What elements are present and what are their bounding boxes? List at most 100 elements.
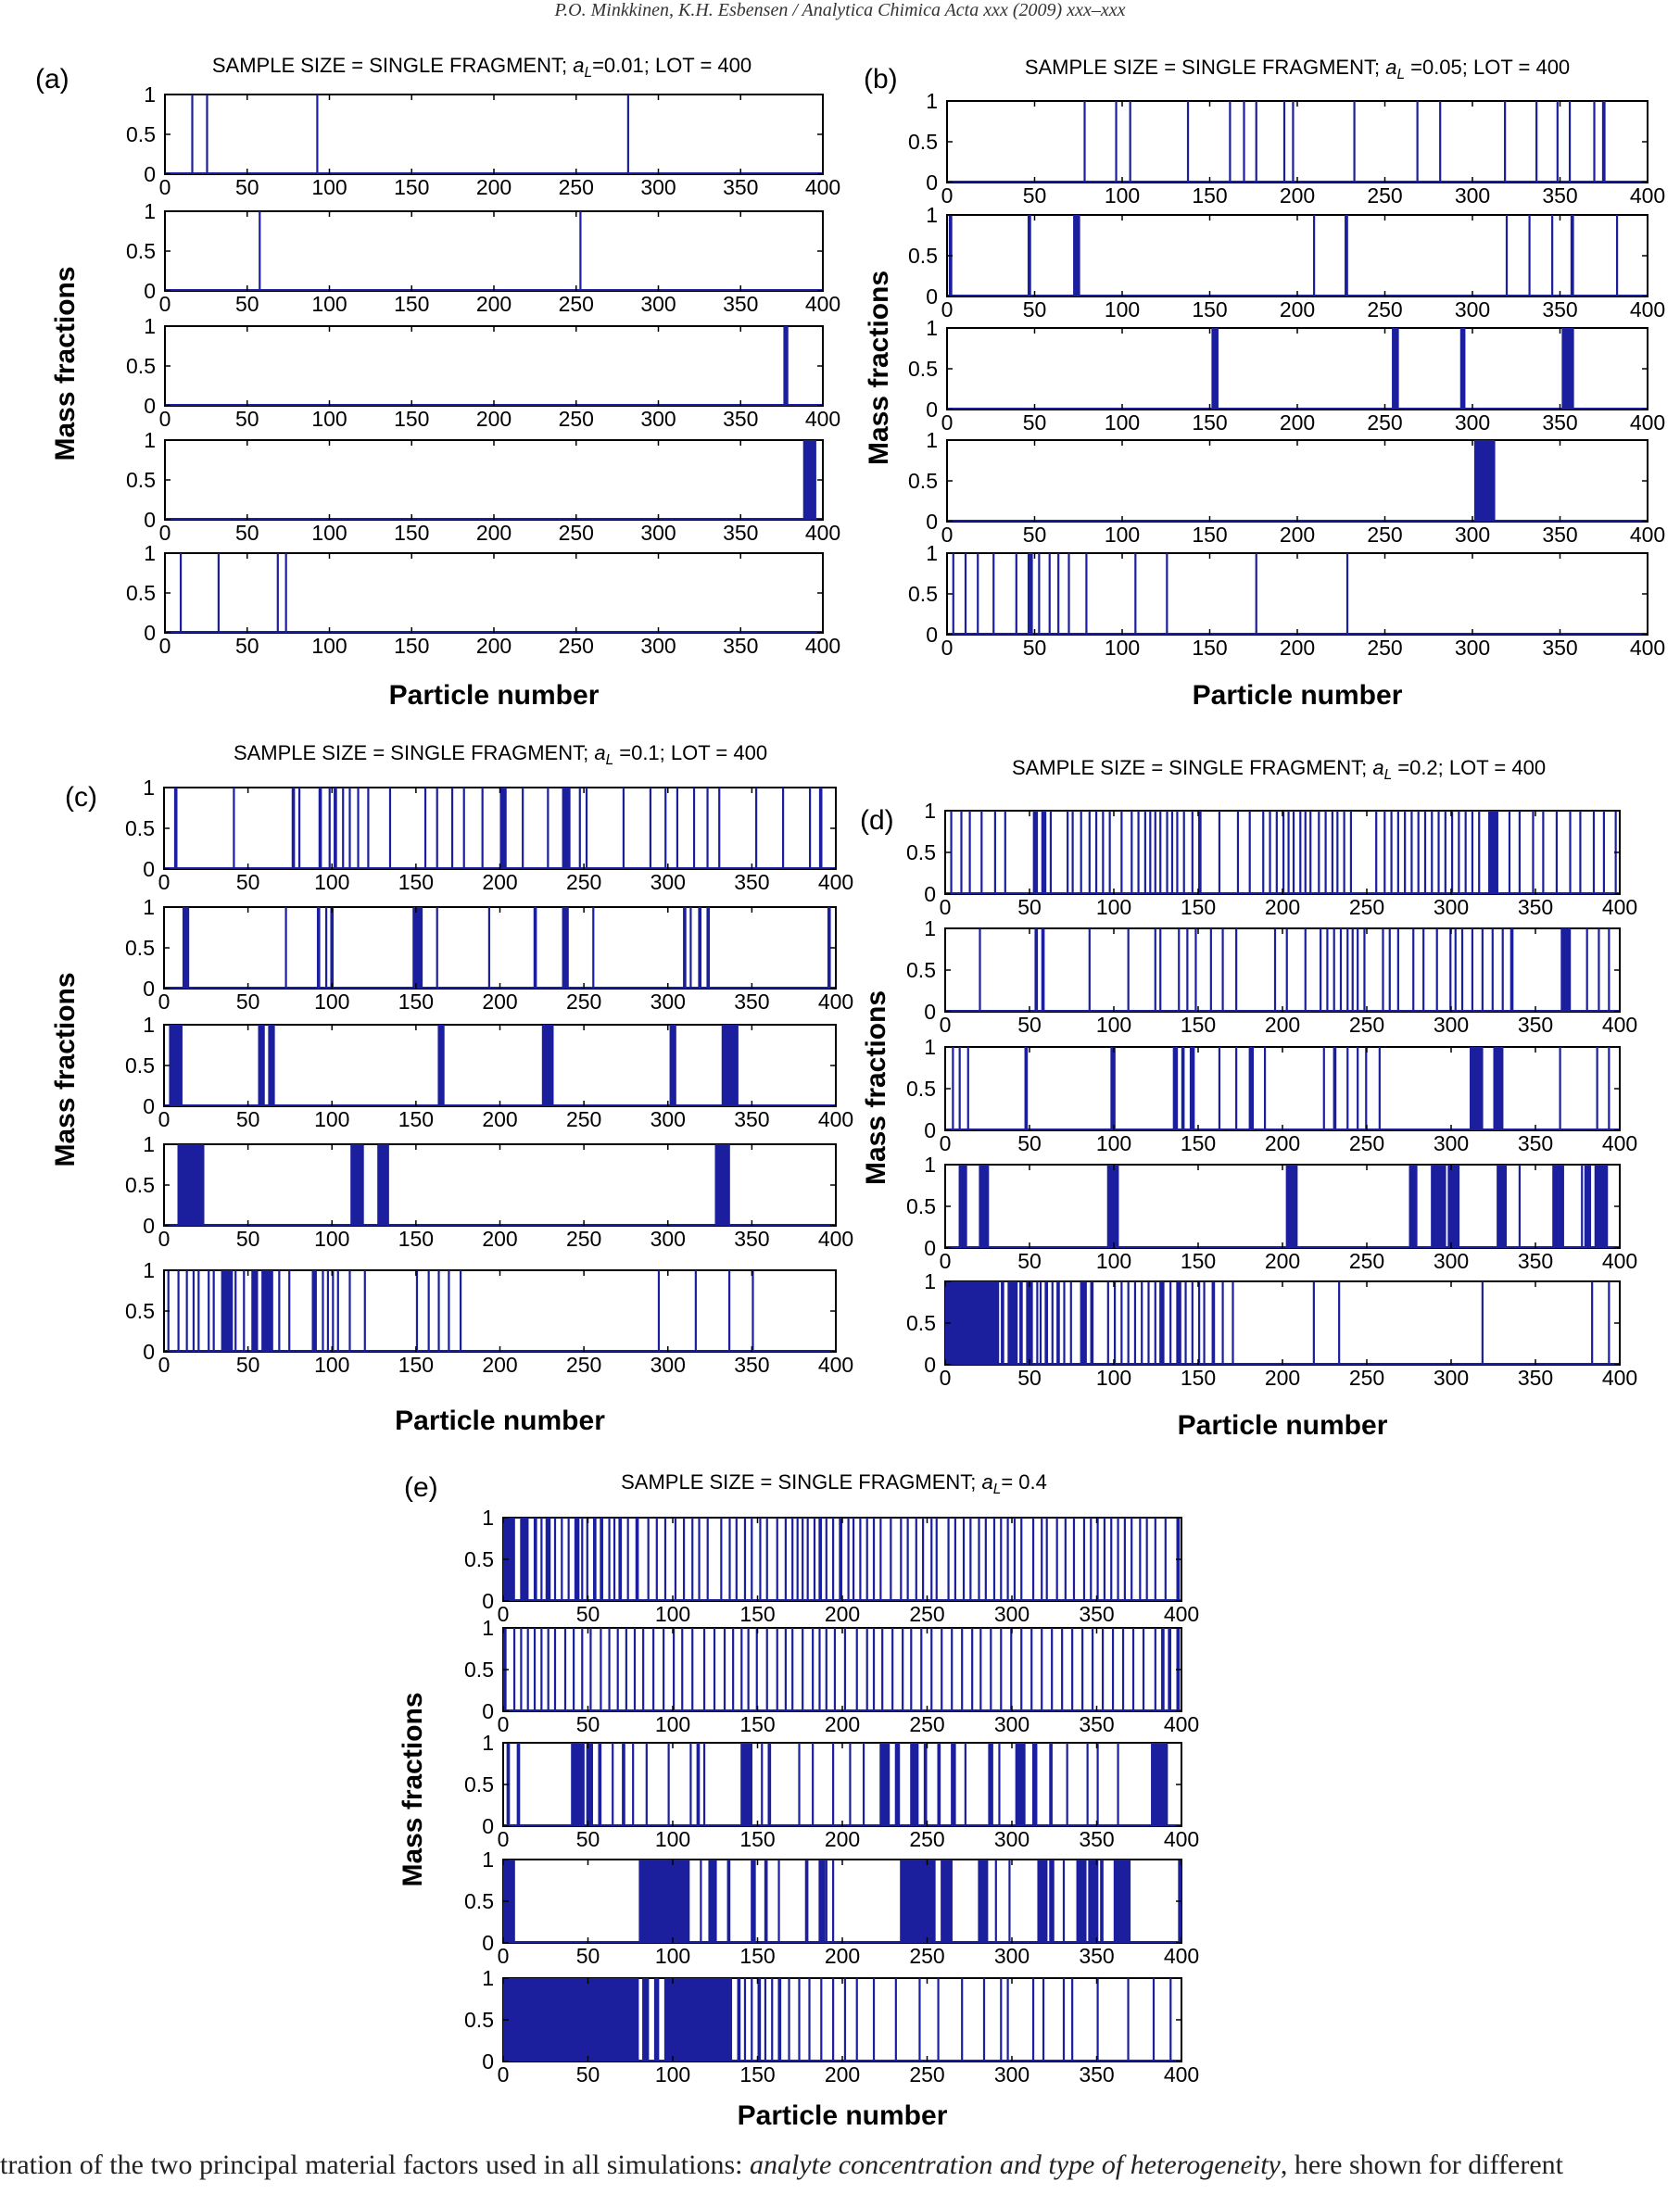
data-bar — [1559, 1047, 1561, 1130]
x-tick-label: 250 — [1349, 1366, 1384, 1390]
data-bar — [833, 1628, 837, 1711]
x-tick-label: 0 — [159, 175, 171, 199]
y-tick-label: 1 — [924, 1269, 936, 1293]
x-tick-label: 150 — [398, 870, 434, 894]
data-bar — [1596, 1047, 1598, 1130]
x-tick-label: 100 — [1105, 523, 1140, 547]
data-bar — [964, 1743, 966, 1826]
data-bar — [879, 1743, 891, 1826]
data-bar — [574, 1518, 580, 1601]
data-bar — [1010, 1628, 1013, 1711]
data-bar — [1004, 811, 1006, 894]
x-tick-label: 0 — [941, 523, 954, 547]
data-bar — [809, 788, 812, 869]
x-tick-label: 100 — [655, 1827, 690, 1851]
data-bar — [516, 1743, 521, 1826]
x-tick-label: 50 — [576, 1827, 600, 1851]
panel-label: (a) — [35, 64, 69, 95]
data-bar — [1585, 928, 1588, 1012]
data-bar — [1346, 1047, 1349, 1130]
data-bar — [1076, 1860, 1087, 1943]
data-bar — [820, 1978, 823, 2062]
data-bar — [855, 1628, 858, 1711]
x-tick-label: 300 — [1434, 895, 1469, 919]
data-bar — [1100, 1860, 1104, 1943]
data-bar — [1608, 1047, 1611, 1130]
data-bar — [533, 1628, 537, 1711]
data-bar — [626, 95, 629, 174]
x-tick-label: 350 — [1079, 1827, 1114, 1851]
y-tick-label: 0 — [143, 977, 155, 1001]
data-bar — [1431, 811, 1434, 894]
data-bar — [906, 1518, 909, 1601]
x-tick-label: 250 — [909, 1602, 944, 1626]
data-bar — [1556, 101, 1559, 183]
y-tick-label: 0.5 — [908, 244, 938, 268]
data-bar — [1211, 328, 1219, 410]
data-bar — [1048, 553, 1051, 635]
data-bar — [1041, 928, 1045, 1012]
x-tick-label: 350 — [723, 634, 758, 658]
x-tick-label: 250 — [559, 634, 594, 658]
x-tick-label: 150 — [394, 521, 429, 545]
x-tick-label: 100 — [1096, 1249, 1131, 1273]
data-bar — [460, 1270, 462, 1352]
data-bar — [683, 907, 687, 989]
data-bar — [1102, 811, 1105, 894]
x-tick-label: 100 — [314, 1107, 349, 1131]
x-tick-label: 350 — [1079, 1712, 1114, 1736]
x-tick-label: 0 — [498, 1602, 510, 1626]
data-bar — [872, 1518, 876, 1601]
data-bar — [751, 1518, 753, 1601]
data-bar — [951, 1628, 954, 1711]
data-bar — [334, 788, 337, 869]
x-tick-label: 250 — [1349, 1131, 1384, 1155]
data-bar — [993, 811, 996, 894]
data-bar — [1020, 1628, 1023, 1711]
x-tick-label: 100 — [655, 2062, 690, 2087]
x-tick-label: 200 — [1280, 183, 1315, 208]
x-tick-label: 350 — [734, 870, 769, 894]
y-tick-label: 1 — [924, 799, 936, 823]
subplot-frame — [163, 906, 837, 990]
x-tick-label: 50 — [236, 1353, 260, 1377]
data-bar — [735, 1518, 738, 1601]
data-bar — [977, 553, 979, 635]
x-tick-label: 300 — [1455, 297, 1490, 322]
data-bar — [777, 1860, 780, 1943]
x-tick-label: 350 — [1542, 183, 1577, 208]
data-bar — [626, 1518, 629, 1601]
x-tick-label: 400 — [1602, 1013, 1637, 1037]
data-bar — [1383, 811, 1386, 894]
data-bar — [589, 1628, 592, 1711]
x-tick-label: 150 — [739, 2062, 775, 2087]
x-tick-label: 150 — [1181, 1131, 1216, 1155]
data-bar — [1056, 1281, 1060, 1365]
data-bar — [1351, 928, 1354, 1012]
data-bar — [206, 95, 208, 174]
y-tick-label: 1 — [143, 775, 155, 800]
data-bar — [689, 907, 692, 989]
x-tick-label: 100 — [655, 1944, 690, 1968]
data-bar — [427, 1270, 430, 1352]
x-tick-label: 400 — [1630, 297, 1665, 322]
data-bar — [941, 1628, 943, 1711]
data-bar — [788, 1978, 790, 2062]
data-bar — [1248, 811, 1251, 894]
data-bar — [276, 553, 279, 633]
data-bar — [813, 1518, 816, 1601]
data-bar — [978, 1860, 989, 1943]
data-bar — [1551, 215, 1554, 296]
y-axis-label: Mass fractions — [864, 271, 894, 465]
x-tick-label: 400 — [818, 1107, 853, 1131]
data-bar — [1041, 1518, 1043, 1601]
x-tick-label: 100 — [314, 1227, 349, 1251]
panel-label: (e) — [404, 1472, 438, 1503]
data-bar — [1584, 1165, 1592, 1248]
data-bar — [755, 788, 758, 869]
data-bar — [547, 788, 549, 869]
data-bar — [689, 1743, 692, 1826]
y-tick-label: 0.5 — [906, 1077, 936, 1101]
x-tick-label: 150 — [1181, 1013, 1216, 1037]
data-bar — [1134, 553, 1137, 635]
